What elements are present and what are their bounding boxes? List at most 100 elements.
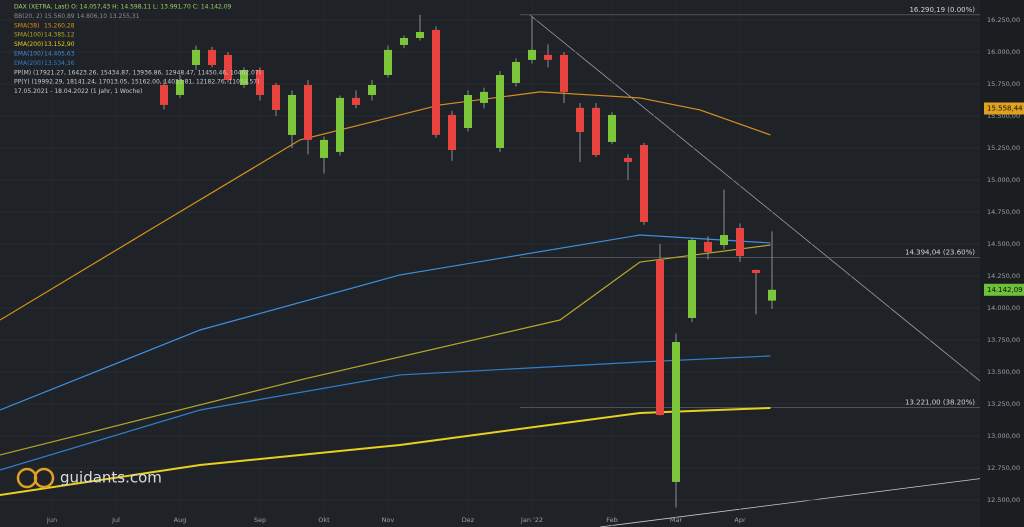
candle-body — [480, 91, 488, 103]
legend-value: 15.260,28 — [44, 22, 75, 29]
legend-name: SMA(200) — [14, 41, 43, 48]
x-tick-label: Sep — [254, 516, 266, 524]
legend-name: SMA(38) — [14, 22, 39, 29]
legend-value: 14.385,12 — [44, 32, 75, 39]
legend-name: SMA(100) — [14, 32, 43, 39]
indicator-line — [0, 91, 771, 321]
candle-body — [352, 97, 360, 105]
x-tick-label: Jan '22 — [520, 516, 543, 524]
candle-body — [656, 259, 664, 415]
y-tick-label: 15.000,00 — [987, 176, 1020, 184]
candle-body — [512, 61, 520, 83]
x-tick-label: Jul — [111, 516, 120, 524]
candle-body — [768, 289, 776, 301]
candle-body — [368, 84, 376, 95]
candle-body — [704, 241, 712, 252]
candle-body — [416, 32, 424, 39]
candle-body — [176, 80, 184, 95]
candle-body — [160, 84, 168, 105]
price-tag — [984, 283, 1024, 296]
logo: guidants.com — [16, 467, 162, 489]
candle-body — [432, 29, 440, 135]
fib-label: 16.290,19 (0.00%) — [909, 6, 975, 14]
legend-name: EMA(100) — [14, 51, 43, 58]
candle-body — [272, 84, 280, 110]
candle-body — [448, 114, 456, 151]
y-tick-label: 15.500,00 — [987, 112, 1020, 120]
candle-body — [464, 94, 472, 129]
legend-text: PP(M) (17921.27, 16423.26, 15434.87, 139… — [14, 69, 261, 76]
indicator-line — [0, 406, 771, 496]
candle-body — [560, 54, 568, 92]
legend-text: 17.05.2021 - 18.04.2022 (1 Jahr, 1 Woche… — [14, 88, 142, 95]
candle-body — [720, 235, 728, 246]
axis-panel — [980, 0, 1024, 527]
x-tick-label: Apr — [734, 516, 746, 524]
y-tick-label: 12.500,00 — [987, 496, 1020, 504]
y-tick-label: 14.750,00 — [987, 208, 1020, 216]
x-tick-label: Aug — [174, 516, 187, 524]
fib-label: 14.394,04 (23.60%) — [905, 249, 975, 257]
x-tick-label: Mär — [670, 516, 683, 524]
candle-body — [336, 97, 344, 152]
candle-body — [240, 70, 248, 85]
y-tick-label: 13.750,00 — [987, 336, 1020, 344]
logo-icon — [33, 467, 55, 489]
x-tick-label: Jun — [46, 516, 57, 524]
legend-text: PP(Y) (19992.29, 18141.24, 17013.05, 151… — [14, 79, 259, 86]
candle-body — [640, 145, 648, 222]
y-tick-label: 13.500,00 — [987, 368, 1020, 376]
candle-body — [544, 54, 552, 60]
x-tick-label: Feb — [606, 516, 618, 524]
candle-body — [256, 70, 264, 95]
trend-line — [529, 14, 986, 386]
candle-body — [224, 54, 232, 81]
y-tick-label: 15.250,00 — [987, 144, 1020, 152]
y-tick-label: 15.750,00 — [987, 80, 1020, 88]
legend-value: 13.152,90 — [44, 41, 75, 48]
candle-body — [208, 49, 216, 66]
legend-text: BB(20, 2) 15.560,89 14.806,10 13.255,31 — [14, 13, 140, 20]
y-tick-label: 16.250,00 — [987, 16, 1020, 24]
logo-text: guidants.com — [60, 469, 162, 487]
y-tick-label: 13.250,00 — [987, 400, 1020, 408]
y-tick-label: 14.000,00 — [987, 304, 1020, 312]
candle-body — [672, 342, 680, 482]
candle-body — [592, 107, 600, 156]
candle-body — [496, 75, 504, 148]
candle-body — [384, 49, 392, 76]
y-tick-label: 14.250,00 — [987, 272, 1020, 280]
x-tick-label: Nov — [382, 516, 395, 524]
price-tag-label: 14.142,09 — [987, 286, 1023, 294]
legend-value: 13.534,36 — [44, 60, 75, 67]
candle-body — [320, 139, 328, 158]
candle-body — [528, 49, 536, 60]
candle-body — [736, 227, 744, 257]
y-tick-label: 12.750,00 — [987, 464, 1020, 472]
y-tick-label: 16.000,00 — [987, 48, 1020, 56]
y-tick-label: 13.000,00 — [987, 432, 1020, 440]
price-tag — [984, 102, 1024, 115]
indicator-line — [0, 244, 771, 456]
y-tick-label: 14.500,00 — [987, 240, 1020, 248]
candle-body — [752, 269, 760, 274]
indicator-line — [0, 234, 771, 411]
candle-body — [400, 38, 408, 45]
legend-name: EMA(200) — [14, 60, 43, 67]
candle-body — [688, 240, 696, 318]
candle-body — [624, 157, 632, 162]
fib-label: 13.221,00 (38.20%) — [905, 399, 975, 407]
x-tick-label: Dez — [462, 516, 475, 524]
candle-body — [608, 114, 616, 142]
x-tick-label: Okt — [318, 516, 330, 524]
legend-value: 14.405,63 — [44, 51, 75, 58]
price-tag-label: 15.558,44 — [987, 104, 1023, 112]
candle-body — [576, 107, 584, 132]
candle-body — [288, 94, 296, 135]
candle-body — [192, 49, 200, 66]
indicator-line — [0, 355, 771, 471]
legend-text: DAX (XETRA, Last) O: 14.057,43 H: 14.598… — [14, 4, 232, 11]
